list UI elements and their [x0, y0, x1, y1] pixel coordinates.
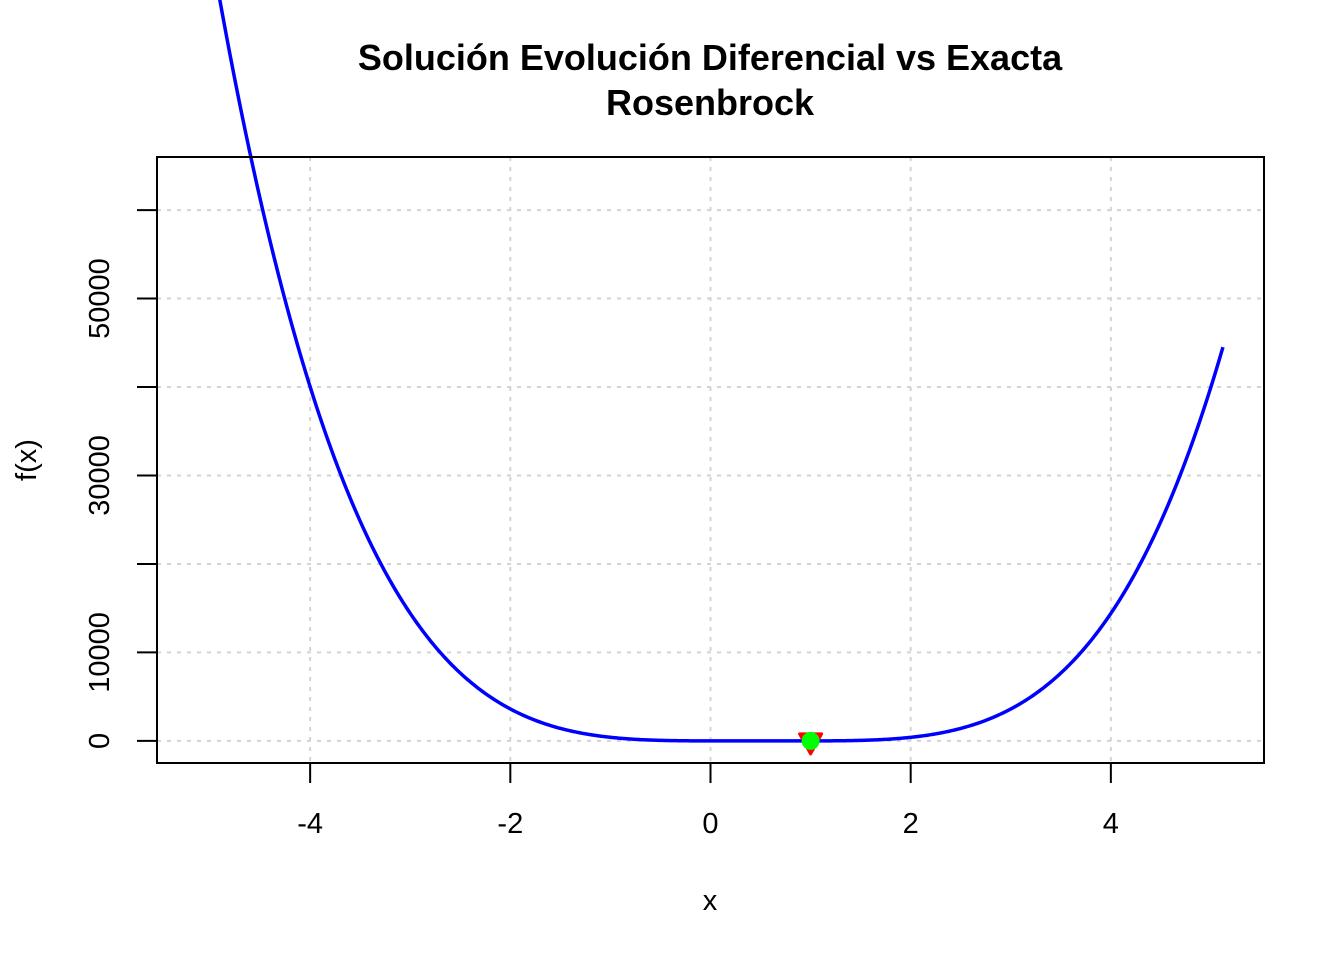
grid-lines: [157, 157, 1264, 763]
x-tick-label: 4: [1103, 808, 1119, 840]
y-tick-label: 10000: [84, 612, 116, 693]
y-tick-label: 30000: [84, 435, 116, 516]
x-tick-label: -2: [497, 808, 523, 840]
y-axis: 0 10000 30000 50000: [84, 209, 158, 749]
y-tick-label: 0: [84, 733, 116, 749]
x-tick-label: 0: [702, 808, 718, 840]
chart-subtitle: Rosenbrock: [606, 82, 815, 123]
y-tick-label: 50000: [84, 258, 116, 339]
chart-title: Solución Evolución Diferencial vs Exacta: [358, 37, 1063, 78]
plot-area: [218, 0, 1225, 743]
function-curve: [218, 0, 1225, 743]
exact-solution-marker: [801, 731, 820, 750]
x-tick-label: 2: [903, 808, 919, 840]
x-axis-title: x: [703, 885, 718, 917]
solution-points: [798, 731, 824, 756]
x-axis: -4 -2 0 2 4: [297, 762, 1119, 840]
y-axis-title: f(x): [11, 439, 43, 481]
x-tick-label: -4: [297, 808, 323, 840]
